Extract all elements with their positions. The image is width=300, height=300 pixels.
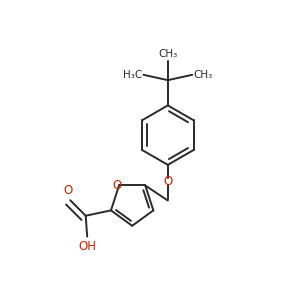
Text: CH₃: CH₃ (194, 70, 213, 80)
Text: O: O (113, 179, 122, 192)
Text: CH₃: CH₃ (158, 49, 178, 59)
Text: OH: OH (78, 239, 96, 253)
Text: O: O (64, 184, 73, 197)
Text: H₃C: H₃C (123, 70, 142, 80)
Text: O: O (163, 175, 172, 188)
